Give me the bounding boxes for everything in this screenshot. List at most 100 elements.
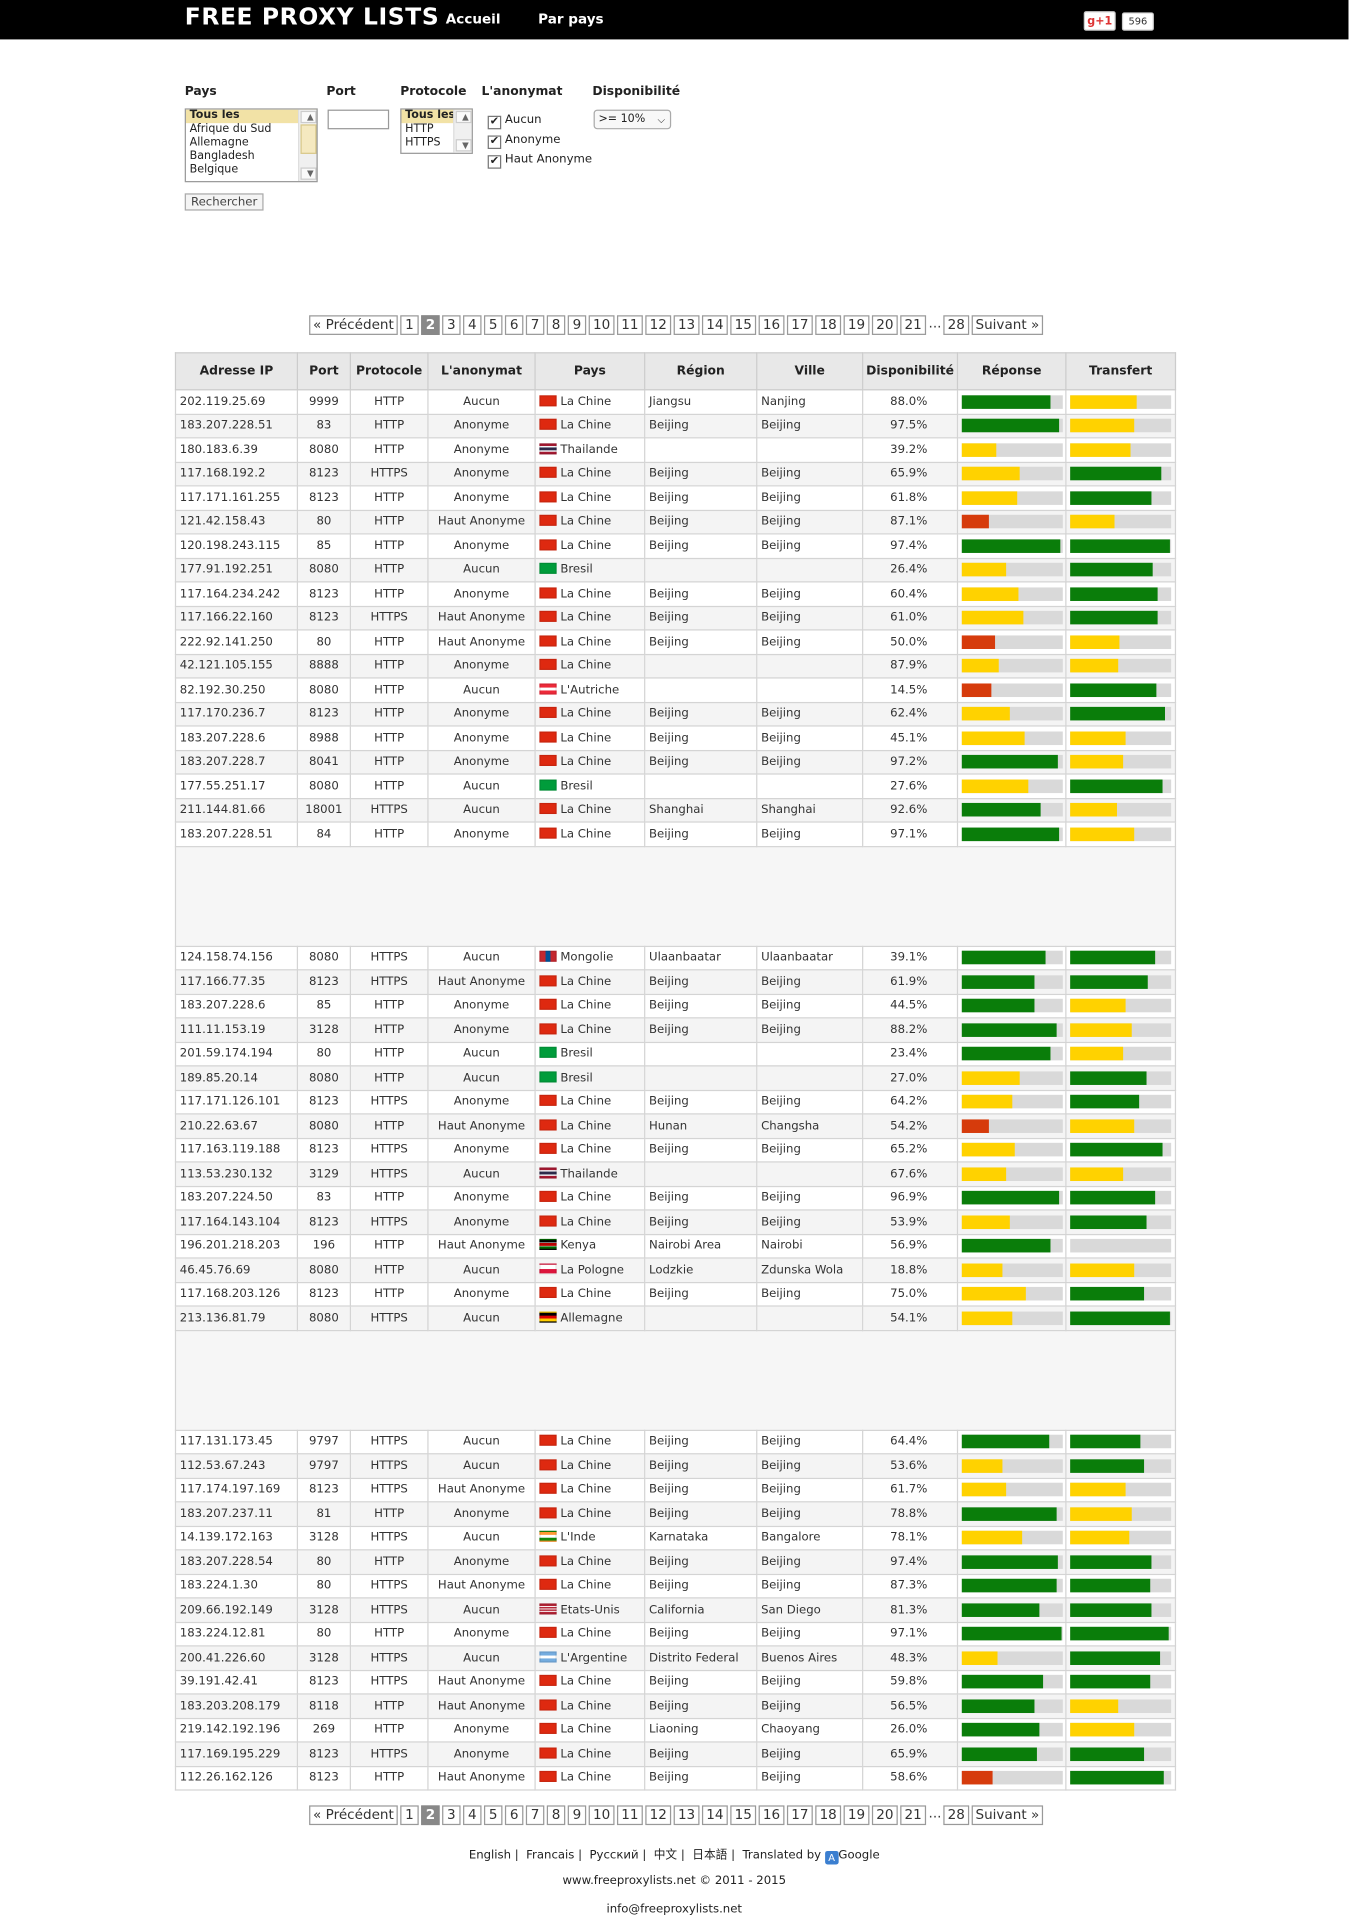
page-8-button[interactable]: 8 <box>546 315 566 335</box>
scroll-down-icon[interactable]: ▼ <box>300 167 317 180</box>
page-20-button[interactable]: 20 <box>871 1805 898 1826</box>
protocole-option[interactable]: HTTP <box>405 123 434 136</box>
contact-email[interactable]: info@freeproxylists.net <box>606 1902 743 1917</box>
anonymat-aucun-checkbox[interactable]: ✔ Aucun <box>487 113 542 130</box>
page-17-button[interactable]: 17 <box>786 1805 813 1826</box>
response-bar <box>961 419 1063 433</box>
page-7-button[interactable]: 7 <box>525 1805 545 1826</box>
port-input[interactable] <box>327 109 390 130</box>
prev-page-button[interactable]: « Précédent <box>309 1805 398 1826</box>
site-logo[interactable]: FREE PROXY LISTS <box>184 3 440 31</box>
page-6-button[interactable]: 6 <box>504 1805 524 1826</box>
response-bar-fill <box>961 1483 1007 1497</box>
scroll-up-icon[interactable]: ▲ <box>455 110 472 124</box>
transfer-bar-fill <box>1070 999 1126 1013</box>
page-2-button[interactable]: 2 <box>421 1805 440 1826</box>
region-cell: Beijing <box>644 1429 758 1455</box>
response-bar <box>961 1023 1063 1037</box>
page-15-button[interactable]: 15 <box>730 1805 757 1826</box>
pays-listbox[interactable]: Tous les Afrique du Sud Allemagne Bangla… <box>184 108 318 183</box>
page-19-button[interactable]: 19 <box>843 315 870 335</box>
page-19-button[interactable]: 19 <box>843 1805 870 1826</box>
nav-accueil[interactable]: Accueil <box>445 11 501 28</box>
page-28-button[interactable]: 28 <box>943 315 970 335</box>
page-9-button[interactable]: 9 <box>567 315 587 335</box>
nav-par-pays[interactable]: Par pays <box>538 11 604 28</box>
page-17-button[interactable]: 17 <box>786 315 813 335</box>
page-1-button[interactable]: 1 <box>400 315 419 335</box>
lang-russian[interactable]: Русский <box>589 1848 639 1863</box>
page-3-button[interactable]: 3 <box>442 1805 461 1826</box>
page-4-button[interactable]: 4 <box>463 315 482 335</box>
google-plus-button[interactable]: g+1 <box>1083 11 1116 31</box>
page-11-button[interactable]: 11 <box>616 315 643 335</box>
pays-scrollbar[interactable]: ▲ ▼ <box>298 109 317 182</box>
page-18-button[interactable]: 18 <box>815 1805 842 1826</box>
page-12-button[interactable]: 12 <box>645 1805 672 1826</box>
page-6-button[interactable]: 6 <box>504 315 524 335</box>
transfer-cell <box>1065 389 1177 415</box>
scroll-down-icon[interactable]: ▼ <box>455 139 472 152</box>
pays-option[interactable]: Belgique <box>189 163 239 177</box>
page-13-button[interactable]: 13 <box>673 1805 700 1826</box>
prev-page-button[interactable]: « Précédent <box>309 315 398 335</box>
page-15-button[interactable]: 15 <box>730 315 757 335</box>
checkmark-icon[interactable]: ✔ <box>487 115 502 130</box>
column-header: Adresse IP <box>174 352 299 391</box>
disponibilite-select[interactable]: >= 10% ⌵ <box>593 109 672 130</box>
protocole-option[interactable]: HTTPS <box>405 136 441 150</box>
transfer-bar <box>1070 707 1172 721</box>
response-cell <box>956 773 1067 799</box>
table-row: 222.92.141.250 80 HTTP Haut Anonyme La Chine… <box>174 629 1177 655</box>
pays-option[interactable]: Allemagne <box>189 136 249 150</box>
page-7-button[interactable]: 7 <box>525 315 545 335</box>
region-cell: Beijing <box>644 485 758 511</box>
scroll-thumb[interactable] <box>300 124 317 154</box>
lang-chinese[interactable]: 中文 <box>653 1848 678 1863</box>
anonymat-haut-anonyme-checkbox[interactable]: ✔ Haut Anonyme <box>487 153 592 169</box>
page-9-button[interactable]: 9 <box>567 1805 587 1826</box>
checkmark-icon[interactable]: ✔ <box>487 135 502 150</box>
page-11-button[interactable]: 11 <box>616 1805 643 1826</box>
country-name: La Chine <box>560 1459 612 1473</box>
page-10-button[interactable]: 10 <box>588 315 615 335</box>
page-16-button[interactable]: 16 <box>758 315 785 335</box>
anonymat-anonyme-checkbox[interactable]: ✔ Anonyme <box>487 133 560 150</box>
lang-francais[interactable]: Francais <box>526 1848 575 1863</box>
search-button[interactable]: Rechercher <box>184 193 264 211</box>
lang-english[interactable]: English <box>468 1848 512 1863</box>
page-5-button[interactable]: 5 <box>483 1805 503 1826</box>
pays-option[interactable]: Tous les <box>185 109 317 124</box>
ip-address-cell: 189.85.20.14 <box>174 1065 299 1091</box>
ip-address-cell: 183.207.228.6 <box>174 725 299 751</box>
protocole-listbox[interactable]: Tous les HTTP HTTPS ▲ ▼ <box>400 108 473 154</box>
pays-option[interactable]: Bangladesh <box>189 150 255 163</box>
page-5-button[interactable]: 5 <box>483 315 503 335</box>
page-10-button[interactable]: 10 <box>588 1805 615 1826</box>
lang-japanese[interactable]: 日本語 <box>692 1848 728 1863</box>
page-21-button[interactable]: 21 <box>900 315 927 335</box>
page-14-button[interactable]: 14 <box>701 315 728 335</box>
page-16-button[interactable]: 16 <box>758 1805 785 1826</box>
page-4-button[interactable]: 4 <box>463 1805 482 1826</box>
page-1-button[interactable]: 1 <box>400 1805 419 1826</box>
transfer-bar <box>1070 1311 1172 1325</box>
page-20-button[interactable]: 20 <box>871 315 898 335</box>
pays-option[interactable]: Afrique du Sud <box>189 123 272 136</box>
next-page-button[interactable]: Suivant » <box>971 315 1044 335</box>
page-3-button[interactable]: 3 <box>442 315 461 335</box>
response-bar <box>961 635 1063 649</box>
country-name: L'Inde <box>560 1531 596 1545</box>
page-28-button[interactable]: 28 <box>943 1805 970 1826</box>
page-8-button[interactable]: 8 <box>546 1805 566 1826</box>
page-2-button[interactable]: 2 <box>421 315 440 335</box>
next-page-button[interactable]: Suivant » <box>971 1805 1044 1826</box>
page-14-button[interactable]: 14 <box>701 1805 728 1826</box>
page-13-button[interactable]: 13 <box>673 315 700 335</box>
checkmark-icon[interactable]: ✔ <box>487 155 502 169</box>
page-18-button[interactable]: 18 <box>815 315 842 335</box>
scroll-up-icon[interactable]: ▲ <box>300 110 317 124</box>
protocole-scrollbar[interactable]: ▲ ▼ <box>453 109 472 153</box>
page-21-button[interactable]: 21 <box>900 1805 927 1826</box>
page-12-button[interactable]: 12 <box>645 315 672 335</box>
